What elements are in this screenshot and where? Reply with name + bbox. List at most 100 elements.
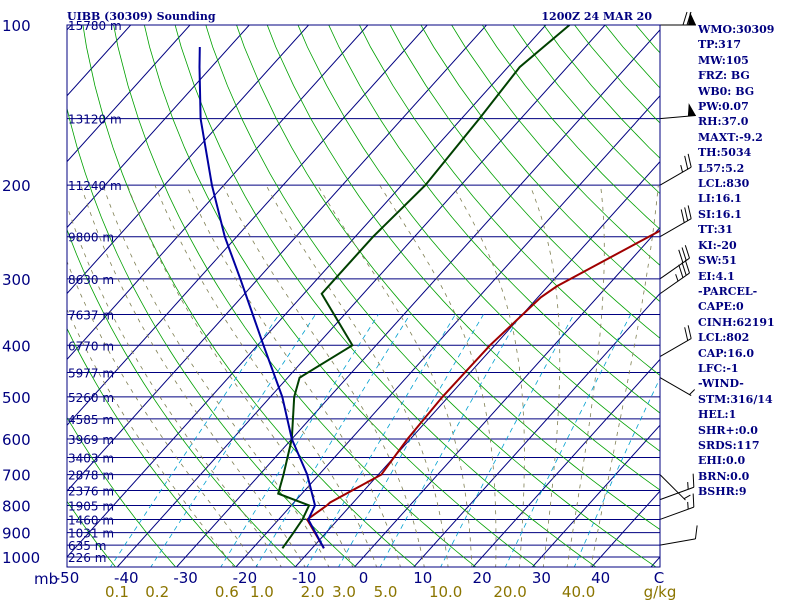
index-value: STM:316/14 [698, 392, 773, 406]
mixing-ratio-tick-label: 1.0 [250, 583, 274, 600]
temperature-tick-label: -30 [173, 569, 198, 587]
height-label: 11240 m [68, 179, 122, 193]
mixing-ratio-tick-label: 40.0 [562, 583, 595, 600]
dry-adiabat [358, 25, 660, 376]
plot-frame [66, 24, 661, 568]
index-value: TT:31 [698, 223, 733, 237]
dry-adiabat [143, 25, 537, 567]
mixing-ratio-tick-label: 0.1 [105, 583, 129, 600]
index-value: WMO:30309 [698, 23, 775, 36]
mixing-ratio-tick-label: 10.0 [429, 583, 462, 600]
index-value: SW:51 [698, 254, 737, 268]
dry-adiabat [205, 25, 657, 567]
pressure-tick-label: 800 [2, 497, 31, 515]
pressure-tick-label: 500 [2, 389, 31, 407]
dry-adiabat [236, 25, 660, 531]
mixing-ratio-tick-label: 5.0 [374, 583, 398, 600]
wind-barb [659, 259, 690, 295]
moist-adiabat [102, 184, 330, 567]
dry-adiabat [451, 25, 660, 266]
moist-adiabat [452, 184, 525, 567]
index-value: SHR+:0.0 [698, 423, 758, 437]
temperature-tick-label: 10 [413, 569, 432, 587]
moist-adiabat [379, 184, 497, 567]
mixing-ratio-line [573, 377, 660, 567]
height-label: 1905 m [68, 499, 114, 513]
mixing-ratio-line [220, 314, 379, 567]
mixing-ratio-tick-label: 3.0 [332, 583, 356, 600]
moist-adiabat [222, 184, 425, 567]
moist-adiabat [566, 185, 605, 567]
mixing-ratio-line [255, 314, 411, 567]
wind-barb [660, 11, 696, 26]
height-label: 1460 m [68, 513, 114, 527]
moist-adiabat [127, 184, 354, 567]
pressure-tick-label: 600 [2, 431, 31, 449]
index-value: RH:37.0 [698, 115, 749, 129]
temperature-tick-label: 30 [532, 569, 551, 587]
dry-adiabat [67, 416, 177, 567]
index-value: SRDS:117 [698, 438, 760, 452]
index-value: WB0: BG [698, 84, 755, 98]
pressure-tick-label: 400 [2, 337, 31, 355]
index-value: FRZ: BG [698, 69, 750, 83]
isotherm-line [235, 95, 660, 567]
isotherm-line [67, 25, 191, 163]
dry-adiabat [174, 25, 597, 567]
pressure-unit-label: mb [34, 570, 58, 588]
wind-barb [659, 493, 695, 520]
temperature-tick-label: 40 [591, 569, 610, 587]
moist-adiabat [590, 185, 659, 567]
index-value: -WIND- [698, 377, 744, 391]
isotherm-line [531, 424, 660, 567]
pressure-tick-label: 200 [2, 177, 31, 195]
wind-barb [659, 153, 692, 186]
temperature-profile [305, 229, 660, 549]
profiles [198, 25, 660, 549]
moist-adiabat [265, 184, 449, 567]
index-value: PW:0.07 [698, 100, 749, 114]
isotherm-line [353, 226, 660, 567]
temperature-tick-label: -50 [55, 569, 80, 587]
sounding-indices-panel: WMO:30309 TP:317 MW:105 FRZ: BG WB0: BG PW:0.… [698, 22, 798, 500]
isotherm-line [67, 25, 547, 558]
mixing-ratio-line [150, 314, 316, 567]
index-value: LCL:830 [698, 177, 750, 191]
dry-adiabat [67, 327, 237, 567]
pressure-tick-label: 100 [2, 17, 31, 35]
temperature-tick-label: -10 [292, 569, 317, 587]
height-label: 226 m [68, 551, 106, 565]
index-value: HEL:1 [698, 408, 737, 422]
index-value: CINH:62191 [698, 315, 775, 329]
wind-barb [659, 377, 696, 397]
wind-barb [659, 245, 690, 280]
mixing-ratio-line [338, 314, 484, 567]
parcel-profile [198, 46, 325, 549]
isotherm-line [413, 292, 660, 567]
index-value: LI:16.1 [698, 192, 742, 206]
mixing-ratio-line [379, 314, 521, 567]
index-value: CAP:16.0 [698, 346, 755, 360]
index-value: LCL:802 [698, 331, 750, 345]
height-label: 2878 m [68, 469, 114, 483]
mixing-ratio-unit-label: g/kg [644, 583, 677, 600]
dry-adiabat [389, 25, 660, 339]
height-label: 2376 m [68, 485, 114, 499]
moist-adiabat [186, 184, 401, 567]
mixing-ratio-line [109, 314, 280, 567]
pressure-tick-label: 900 [2, 525, 31, 543]
index-value: -PARCEL- [698, 284, 758, 298]
wind-barb [659, 474, 691, 501]
height-label: 8630 m [68, 273, 114, 287]
temperature-tick-label: -20 [233, 569, 258, 587]
temperature-tick-label: -40 [114, 569, 139, 587]
isotherm-line [116, 25, 606, 567]
wind-barb [659, 525, 698, 546]
index-value: BSHR:9 [698, 485, 747, 499]
index-value: EHI:0.0 [698, 454, 746, 468]
wind-barbs [659, 11, 698, 546]
sounding-time: 1200Z 24 MAR 20 [541, 10, 652, 23]
index-value: TH:5034 [698, 146, 752, 160]
wind-barb [659, 103, 696, 120]
